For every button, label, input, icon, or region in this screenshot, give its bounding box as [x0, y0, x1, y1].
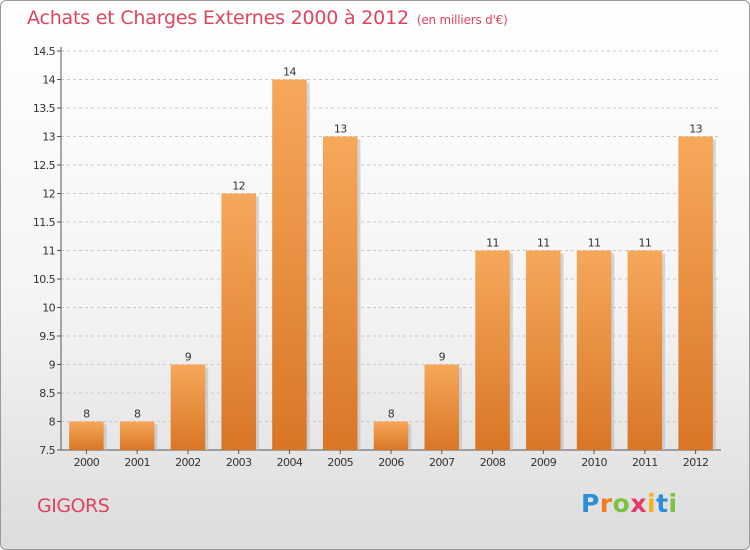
logo-letter: t	[656, 489, 669, 518]
bar	[424, 364, 460, 450]
logo-letter: o	[612, 489, 631, 518]
bar	[526, 250, 561, 450]
bar	[221, 193, 256, 450]
y-tick-label: 12	[42, 188, 55, 201]
y-tick-label: 8.5	[39, 387, 55, 400]
bar	[576, 250, 612, 450]
y-tick-label: 14.5	[33, 45, 56, 58]
x-tick-label: 2012	[683, 456, 709, 469]
data-label: 13	[689, 123, 702, 136]
x-tick-label: 2007	[429, 456, 455, 469]
data-label: 13	[334, 123, 347, 136]
y-tick-label: 8	[49, 416, 56, 429]
bar	[373, 421, 409, 450]
data-label: 8	[83, 408, 90, 421]
bar	[322, 136, 358, 450]
x-tick-label: 2005	[327, 456, 353, 469]
city-name: GIGORS	[37, 495, 110, 517]
y-tick-label: 12.5	[33, 159, 56, 172]
logo-letter: i	[647, 489, 657, 518]
x-tick-label: 2010	[581, 456, 607, 469]
y-tick-label: 9.5	[39, 330, 55, 343]
chart-title-text: Achats et Charges Externes 2000 à 2012	[27, 7, 409, 29]
bar	[69, 421, 104, 450]
bar	[627, 250, 663, 450]
y-tick-label: 11.5	[33, 216, 56, 229]
y-tick-label: 7.5	[39, 444, 55, 457]
data-label: 11	[537, 237, 550, 250]
data-label: 11	[486, 237, 499, 250]
y-tick-label: 13	[42, 131, 55, 144]
bar	[170, 364, 206, 450]
logo-letter: x	[630, 489, 647, 518]
x-tick-label: 2003	[226, 456, 252, 469]
y-tick-label: 10	[42, 302, 55, 315]
chart-title: Achats et Charges Externes 2000 à 2012 (e…	[27, 7, 508, 29]
data-label: 9	[439, 351, 446, 364]
y-tick-label: 13.5	[33, 102, 56, 115]
data-label: 9	[185, 351, 192, 364]
bar	[272, 79, 307, 450]
data-label: 8	[388, 408, 395, 421]
chart-subtitle: (en milliers d'€)	[416, 13, 508, 27]
data-label: 11	[588, 237, 601, 250]
x-tick-label: 2009	[531, 456, 557, 469]
bar	[119, 421, 155, 450]
logo-letter: P	[581, 489, 600, 518]
x-tick-label: 2011	[632, 456, 658, 469]
logo-letter: i	[668, 489, 678, 518]
y-tick-label: 10.5	[33, 273, 56, 286]
y-tick-label: 14	[42, 74, 55, 87]
x-tick-label: 2008	[480, 456, 506, 469]
x-tick-label: 2006	[378, 456, 404, 469]
y-tick-label: 11	[42, 245, 55, 258]
proxiti-logo: Proxiti	[581, 489, 678, 518]
logo-letter: r	[599, 489, 613, 518]
x-tick-label: 2002	[175, 456, 201, 469]
data-label: 8	[134, 408, 141, 421]
data-label: 14	[283, 66, 296, 79]
y-tick-label: 9	[49, 359, 56, 372]
x-tick-label: 2001	[124, 456, 150, 469]
bar	[475, 250, 510, 450]
x-tick-label: 2000	[74, 456, 100, 469]
data-label: 12	[232, 180, 245, 193]
data-label: 11	[638, 237, 651, 250]
bar	[678, 136, 713, 450]
x-tick-label: 2004	[277, 456, 303, 469]
